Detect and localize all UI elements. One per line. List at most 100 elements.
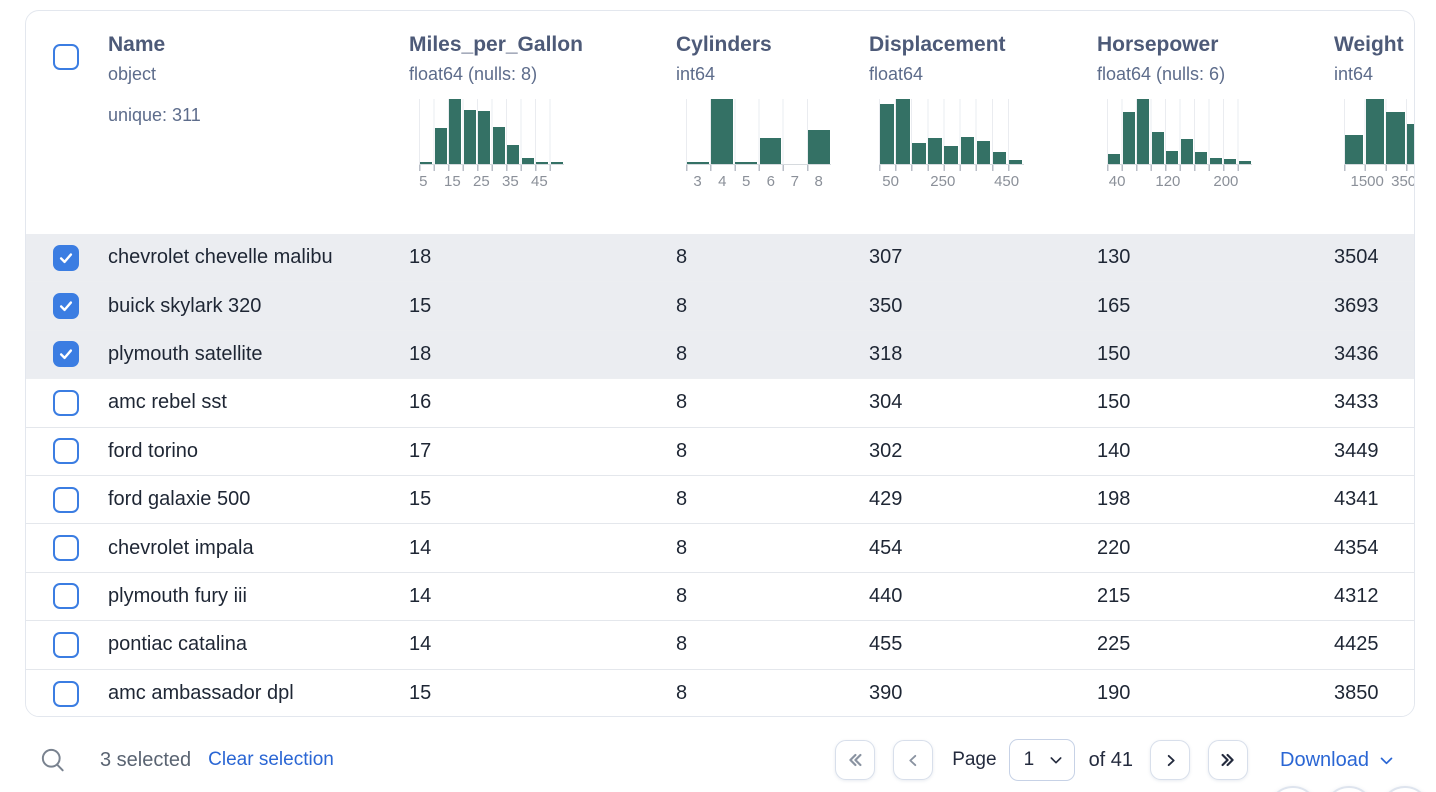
row-checkbox-checked[interactable] [53, 293, 79, 320]
column-dtype: object [108, 64, 157, 84]
row-checkbox-cell [26, 486, 108, 513]
axis-tick-label: 1500 [1350, 173, 1384, 190]
histogram-bar [521, 157, 534, 164]
row-checkbox-cell [26, 244, 108, 271]
histogram-bar [944, 145, 959, 164]
table-row[interactable]: chevrolet chevelle malibu 18 8 307 130 3504 [26, 234, 1414, 283]
row-checkbox-checked[interactable] [53, 341, 79, 368]
table-row[interactable]: amc ambassador dpl 15 8 390 190 3850 [26, 669, 1414, 716]
histogram-bar [1386, 112, 1405, 164]
cell-name: buick skylark 320 [108, 294, 262, 317]
cell-cylinders: 8 [676, 246, 688, 269]
cell-displacement: 302 [869, 439, 903, 462]
histogram-bar [912, 142, 926, 164]
cell-displacement: 390 [869, 682, 903, 705]
histogram-bar [536, 162, 548, 164]
column-header-displacement[interactable]: Displacement float64 50 250 450 [869, 11, 1097, 234]
cell-mpg: 16 [409, 391, 432, 414]
cell-weight: 4425 [1334, 633, 1379, 656]
row-checkbox[interactable] [53, 535, 79, 562]
cell-horsepower: 198 [1097, 488, 1131, 511]
cell-weight: 3436 [1334, 342, 1379, 365]
column-dtype: float64 [869, 64, 924, 84]
row-checkbox[interactable] [53, 486, 79, 513]
table-row[interactable]: ford galaxie 500 15 8 429 198 4341 [26, 475, 1414, 525]
table-row[interactable]: chevrolet impala 14 8 454 220 4354 [26, 524, 1414, 573]
cell-displacement: 440 [869, 584, 903, 607]
table-row[interactable]: pontiac catalina 14 8 455 225 4425 [26, 621, 1414, 670]
last-page-button[interactable] [1208, 740, 1249, 780]
column-title: Miles_per_Gallon [409, 33, 583, 56]
cell-name: ford torino [108, 439, 199, 462]
column-title: Cylinders [676, 33, 772, 56]
next-page-button[interactable] [1150, 740, 1191, 780]
search-icon[interactable] [38, 745, 68, 775]
cell-displacement: 350 [869, 294, 903, 317]
cell-cylinders: 8 [676, 488, 688, 511]
column-header-horsepower[interactable]: Horsepower float64 (nulls: 6) 40 120 200 [1097, 11, 1334, 234]
cell-displacement: 318 [869, 342, 903, 365]
cell-displacement: 307 [869, 246, 903, 269]
cell-name: ford galaxie 500 [108, 488, 251, 511]
selected-count: 3 selected [100, 748, 192, 771]
cell-mpg: 14 [409, 536, 432, 559]
cell-mpg: 14 [409, 633, 432, 656]
column-unique-count: unique: 311 [108, 105, 201, 125]
footer-bar: 3 selected Clear selection Page 1 of 41 [25, 731, 1415, 789]
histogram-bar [1180, 139, 1193, 164]
table-row[interactable]: ford torino 17 8 302 140 3449 [26, 427, 1414, 476]
cell-weight: 4312 [1334, 584, 1379, 607]
page-select[interactable]: 1 [1008, 739, 1075, 781]
download-button[interactable]: Download [1280, 749, 1395, 772]
cell-name: plymouth satellite [108, 342, 263, 365]
histogram-bar [449, 99, 461, 164]
row-checkbox-checked[interactable] [53, 244, 79, 271]
histogram-bar [1238, 160, 1251, 164]
chevron-down-icon [1380, 757, 1393, 764]
axis-tick-label: 7 [790, 173, 799, 190]
column-header-mpg[interactable]: Miles_per_Gallon float64 (nulls: 8) 5 15 25 3… [409, 11, 676, 234]
column-dtype: int64 [676, 64, 716, 84]
row-checkbox-cell [26, 583, 108, 610]
histogram-bar [463, 110, 476, 164]
column-title: Weight [1334, 33, 1404, 56]
page-count-label: of 41 [1088, 748, 1134, 771]
column-header-weight[interactable]: Weight int64 1500 3500 [1334, 11, 1414, 234]
column-header-cylinders[interactable]: Cylinders int64 3 4 5 6 7 8 [676, 11, 869, 234]
select-all-checkbox[interactable] [53, 44, 79, 70]
cell-name: amc rebel sst [108, 391, 227, 414]
histogram-bar [928, 138, 942, 164]
header-row: Name object unique: 311 Miles_per_Gallon flo… [26, 11, 1414, 234]
cell-horsepower: 140 [1097, 439, 1131, 462]
first-page-button[interactable] [835, 740, 876, 780]
row-checkbox[interactable] [53, 389, 79, 416]
cell-cylinders: 8 [676, 682, 688, 705]
cell-displacement: 304 [869, 391, 903, 414]
histogram: 5 15 25 35 45 [419, 99, 564, 195]
cell-mpg: 15 [409, 294, 432, 317]
cell-horsepower: 220 [1097, 536, 1131, 559]
histogram-bar [1166, 151, 1178, 164]
prev-page-button[interactable] [893, 740, 934, 780]
table-row[interactable]: plymouth satellite 18 8 318 150 3436 [26, 330, 1414, 380]
table-row[interactable]: buick skylark 320 15 8 350 165 3693 [26, 282, 1414, 331]
pagination: Page 1 of 41 Download [835, 739, 1395, 781]
cell-weight: 3433 [1334, 391, 1379, 414]
row-checkbox[interactable] [53, 583, 79, 610]
histogram-bar [992, 152, 1007, 164]
table-row[interactable]: amc rebel sst 16 8 304 150 3433 [26, 379, 1414, 428]
row-checkbox[interactable] [53, 438, 79, 465]
row-checkbox[interactable] [53, 631, 79, 658]
row-checkbox[interactable] [53, 680, 79, 707]
cell-name: plymouth fury iii [108, 584, 247, 607]
row-checkbox-cell [26, 389, 108, 416]
select-all-cell [26, 11, 108, 234]
table-row[interactable]: plymouth fury iii 14 8 440 215 4312 [26, 572, 1414, 622]
download-label: Download [1280, 748, 1369, 771]
row-checkbox-cell [26, 631, 108, 658]
column-header-name[interactable]: Name object unique: 311 [108, 11, 409, 234]
histogram-bar [711, 99, 733, 164]
column-title: Name [108, 33, 166, 56]
axis-tick-label: 200 [1213, 173, 1239, 190]
clear-selection-link[interactable]: Clear selection [208, 749, 334, 770]
